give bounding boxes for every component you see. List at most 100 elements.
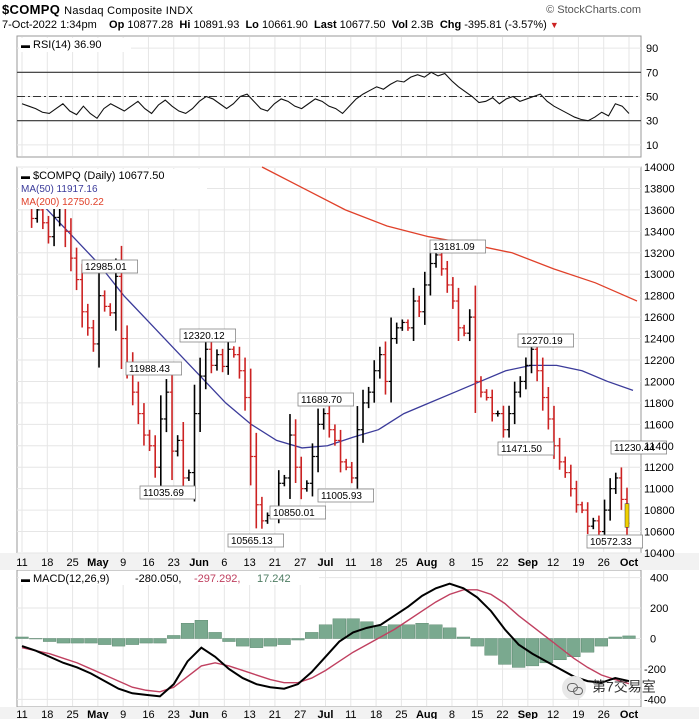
x-tick-label-top: Jul bbox=[318, 557, 334, 569]
rsi-y-tick: 10 bbox=[646, 140, 658, 152]
macd-histogram-bar bbox=[56, 638, 70, 644]
ma200-legend: MA(200) 12750.22 bbox=[21, 197, 104, 208]
low-label: Lo bbox=[245, 19, 259, 31]
x-tick-label-bottom: 6 bbox=[221, 709, 227, 719]
price-bar bbox=[102, 290, 108, 312]
price-bar bbox=[354, 406, 360, 502]
macd-histogram-bar bbox=[512, 638, 526, 668]
macd-signal-value: -297.292, bbox=[194, 573, 240, 585]
price-callout-box bbox=[586, 534, 643, 549]
x-tick-label-top: 22 bbox=[496, 557, 508, 569]
price-callout-box bbox=[139, 485, 196, 500]
macd-y-tick: 400 bbox=[650, 573, 668, 585]
x-tick-label-bottom: Jul bbox=[318, 709, 334, 719]
price-callout-box bbox=[429, 239, 486, 254]
price-bar bbox=[321, 408, 327, 430]
price-bar bbox=[192, 384, 198, 502]
price-y-tick: 10400 bbox=[644, 548, 675, 560]
macd-histogram-bar bbox=[443, 627, 457, 639]
price-callout-box bbox=[125, 361, 182, 376]
low-value: 10661.90 bbox=[261, 19, 308, 31]
price-bar bbox=[163, 379, 169, 433]
vol-value: 2.3B bbox=[411, 19, 434, 31]
price-bar bbox=[225, 340, 231, 375]
price-y-tick: 11800 bbox=[644, 398, 674, 410]
x-tick-label-top: 25 bbox=[395, 557, 407, 569]
price-y-tick: 13800 bbox=[644, 183, 675, 195]
x-tick-label-bottom: 18 bbox=[370, 709, 382, 719]
macd-histogram-bar bbox=[125, 638, 139, 645]
price-bar bbox=[512, 381, 518, 425]
price-callout-label: 10572.33 bbox=[590, 537, 632, 548]
x-tick-label-top: 16 bbox=[142, 557, 154, 569]
macd-histogram-bar bbox=[387, 624, 402, 639]
x-tick-label-top: 23 bbox=[168, 557, 180, 569]
price-y-tick: 12000 bbox=[644, 376, 675, 388]
x-tick-label-bottom: 18 bbox=[41, 709, 53, 719]
price-y-tick: 13200 bbox=[644, 248, 675, 260]
macd-legend-swatch: ▬ bbox=[21, 574, 30, 584]
macd-label: MACD(12,26,9) bbox=[33, 573, 109, 585]
macd-hist-value: 17.242 bbox=[257, 573, 291, 585]
price-y-tick: 10800 bbox=[644, 505, 675, 517]
rsi-line bbox=[21, 71, 630, 122]
x-axis-band bbox=[0, 553, 699, 570]
quote-datetime: 7-Oct-2022 1:34pm bbox=[2, 19, 97, 31]
price-y-tick: 10600 bbox=[644, 527, 675, 539]
price-bar bbox=[259, 496, 265, 529]
price-bar bbox=[298, 456, 304, 500]
price-bar bbox=[141, 403, 147, 446]
price-bar bbox=[517, 376, 523, 398]
price-callout: 11471.50 bbox=[497, 441, 554, 456]
x-tick-label-bottom: 26 bbox=[598, 709, 610, 719]
price-bar bbox=[523, 357, 529, 390]
price-bar bbox=[455, 287, 461, 341]
price-bar bbox=[545, 387, 551, 430]
price-legend-bg bbox=[19, 169, 207, 209]
rsi-y-tick: 70 bbox=[646, 67, 658, 79]
macd-histogram-bar bbox=[470, 638, 484, 647]
x-tick-label-top: 9 bbox=[120, 557, 126, 569]
price-y-tick: 11400 bbox=[644, 441, 674, 453]
macd-histogram-bar bbox=[29, 638, 43, 640]
x-tick-label-bottom: 11 bbox=[16, 709, 27, 719]
macd-histogram-bar bbox=[249, 638, 264, 648]
price-bar bbox=[540, 357, 546, 411]
macd-histogram-bar bbox=[594, 638, 609, 647]
price-y-tick: 12200 bbox=[644, 355, 675, 367]
macd-histogram-bar bbox=[456, 636, 471, 639]
x-tick-label-top: May bbox=[87, 557, 109, 569]
brand-label: © StockCharts.com bbox=[546, 4, 641, 16]
macd-histogram-bar bbox=[567, 638, 581, 657]
last-bar-highlight bbox=[624, 503, 630, 528]
price-bar bbox=[382, 341, 388, 395]
price-callout: 11035.69 bbox=[139, 485, 196, 500]
x-tick-label-top: Sep bbox=[518, 557, 538, 569]
macd-y-tick: 200 bbox=[650, 603, 668, 615]
price-bar bbox=[506, 405, 512, 438]
price-callout-box bbox=[317, 488, 374, 503]
price-callout-box bbox=[297, 392, 354, 407]
price-bar bbox=[557, 437, 563, 470]
price-y-tick: 12800 bbox=[644, 291, 675, 303]
x-tick-label-top: 13 bbox=[244, 557, 256, 569]
price-bar bbox=[461, 324, 467, 337]
price-callout-label: 12320.12 bbox=[183, 331, 225, 342]
price-bar bbox=[573, 480, 579, 513]
price-bar bbox=[371, 360, 377, 403]
macd-histogram-bar bbox=[15, 636, 29, 639]
x-tick-label-top: 12 bbox=[547, 557, 559, 569]
ma50-legend: MA(50) 11917.16 bbox=[21, 184, 98, 195]
price-bar bbox=[68, 218, 74, 272]
price-bar bbox=[405, 319, 411, 331]
price-bar bbox=[79, 263, 85, 328]
price-bar bbox=[293, 419, 299, 483]
price-callout-label: 10565.13 bbox=[231, 536, 273, 547]
price-bar bbox=[208, 341, 214, 374]
macd-histogram-bar bbox=[70, 638, 84, 644]
price-bar bbox=[416, 295, 422, 318]
price-bar bbox=[618, 467, 624, 510]
x-tick-label-bottom: 25 bbox=[66, 709, 78, 719]
price-bar bbox=[231, 346, 237, 358]
x-tick-label-bottom: 23 bbox=[168, 709, 180, 719]
